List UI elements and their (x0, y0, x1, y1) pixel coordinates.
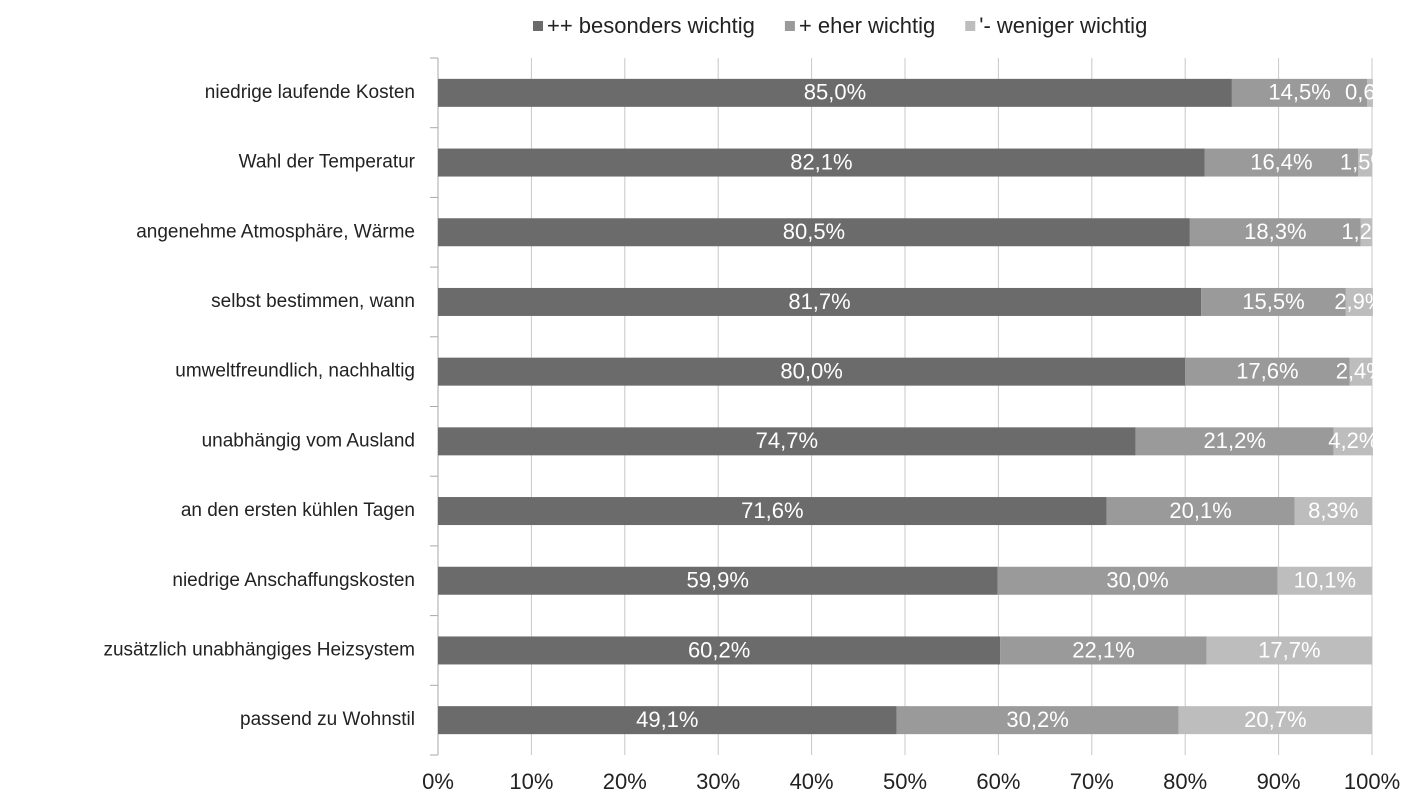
x-tick-label: 80% (1163, 769, 1207, 794)
y-tick-label: niedrige Anschaffungskosten (172, 570, 415, 591)
value-label: 82,1% (790, 149, 852, 174)
bar-segment (438, 218, 1190, 247)
legend-label: '- weniger wichtig (979, 13, 1147, 38)
bar-segment (1231, 78, 1368, 107)
bar-segment (896, 706, 1179, 735)
value-label: 1,5% (1340, 149, 1390, 174)
value-label: 60,2% (688, 637, 750, 662)
x-tick-label: 100% (1344, 769, 1400, 794)
bar-segment (1349, 357, 1372, 386)
bar-segment (1277, 566, 1372, 595)
y-tick-label: umweltfreundlich, nachhaltig (175, 361, 415, 382)
value-label: 80,0% (780, 358, 842, 383)
value-label: 85,0% (804, 80, 866, 105)
value-label: 59,9% (687, 568, 749, 593)
bar-segment (438, 706, 897, 735)
legend-label: ++ besonders wichtig (547, 13, 755, 38)
y-tick-label: niedrige laufende Kosten (205, 82, 415, 103)
value-label: 16,4% (1250, 149, 1312, 174)
y-tick-label: Wahl der Temperatur (239, 152, 416, 173)
x-tick-label: 50% (883, 769, 927, 794)
bar-segment (1357, 148, 1372, 177)
legend-swatch (784, 21, 795, 31)
value-label: 18,3% (1244, 219, 1306, 244)
bar-segment (438, 566, 998, 595)
bar-segment (438, 357, 1186, 386)
value-label: 8,3% (1308, 498, 1358, 523)
bar-segment (438, 497, 1107, 526)
x-tick-label: 30% (696, 769, 740, 794)
x-tick-label: 90% (1257, 769, 1301, 794)
bar-segment (438, 148, 1205, 177)
value-label: 2,4% (1336, 358, 1386, 383)
x-tick-label: 60% (976, 769, 1020, 794)
y-tick-label: zusätzlich unabhängiges Heizsystem (103, 639, 415, 660)
value-label: 17,7% (1258, 637, 1320, 662)
bar-segment (1000, 636, 1207, 665)
bar-segment (997, 566, 1278, 595)
bar-segment (438, 427, 1136, 456)
bar-segment (438, 287, 1202, 316)
bar-segment (438, 636, 1001, 665)
bar-segment (1178, 706, 1372, 735)
legend-swatch (965, 21, 976, 31)
bar-segment (1106, 497, 1295, 526)
bar-segment (1206, 636, 1372, 665)
x-tick-label: 0% (422, 769, 454, 794)
value-label: 30,0% (1106, 568, 1168, 593)
value-label: 30,2% (1006, 707, 1068, 732)
value-label: 10,1% (1294, 568, 1356, 593)
x-tick-label: 20% (603, 769, 647, 794)
x-tick-label: 10% (509, 769, 553, 794)
value-label: 14,5% (1268, 80, 1330, 105)
legend-label: + eher wichtig (799, 13, 935, 38)
y-tick-label: passend zu Wohnstil (240, 709, 415, 730)
value-label: 0,6% (1345, 80, 1395, 105)
value-label: 4,2% (1328, 428, 1378, 453)
value-label: 17,6% (1236, 358, 1298, 383)
x-tick-label: 40% (790, 769, 834, 794)
value-label: 21,2% (1204, 428, 1266, 453)
value-label: 20,1% (1169, 498, 1231, 523)
value-label: 49,1% (636, 707, 698, 732)
bar-segment (1367, 78, 1373, 107)
value-label: 74,7% (756, 428, 818, 453)
value-label: 15,5% (1242, 289, 1304, 314)
bar-segment (1204, 148, 1358, 177)
bar-segment (1201, 287, 1346, 316)
y-tick-label: selbst bestimmen, wann (211, 291, 415, 312)
value-label: 71,6% (741, 498, 803, 523)
bar-segment (1135, 427, 1334, 456)
value-label: 80,5% (783, 219, 845, 244)
value-label: 1,2% (1341, 219, 1391, 244)
y-tick-label: unabhängig vom Ausland (202, 430, 415, 451)
value-label: 22,1% (1072, 637, 1134, 662)
value-label: 81,7% (788, 289, 850, 314)
x-tick-label: 70% (1070, 769, 1114, 794)
y-tick-label: angenehme Atmosphäre, Wärme (136, 221, 415, 242)
value-label: 20,7% (1244, 707, 1306, 732)
bar-segment (438, 78, 1232, 107)
bar-segment (1333, 427, 1373, 456)
bar-segment (1360, 218, 1372, 247)
bar-segment (1189, 218, 1361, 247)
bar-segment (1345, 287, 1373, 316)
bar-segment (1294, 497, 1372, 526)
y-tick-label: an den ersten kühlen Tagen (181, 500, 415, 521)
value-label: 2,9% (1334, 289, 1384, 314)
bar-segment (1185, 357, 1350, 386)
legend-swatch (533, 21, 543, 31)
